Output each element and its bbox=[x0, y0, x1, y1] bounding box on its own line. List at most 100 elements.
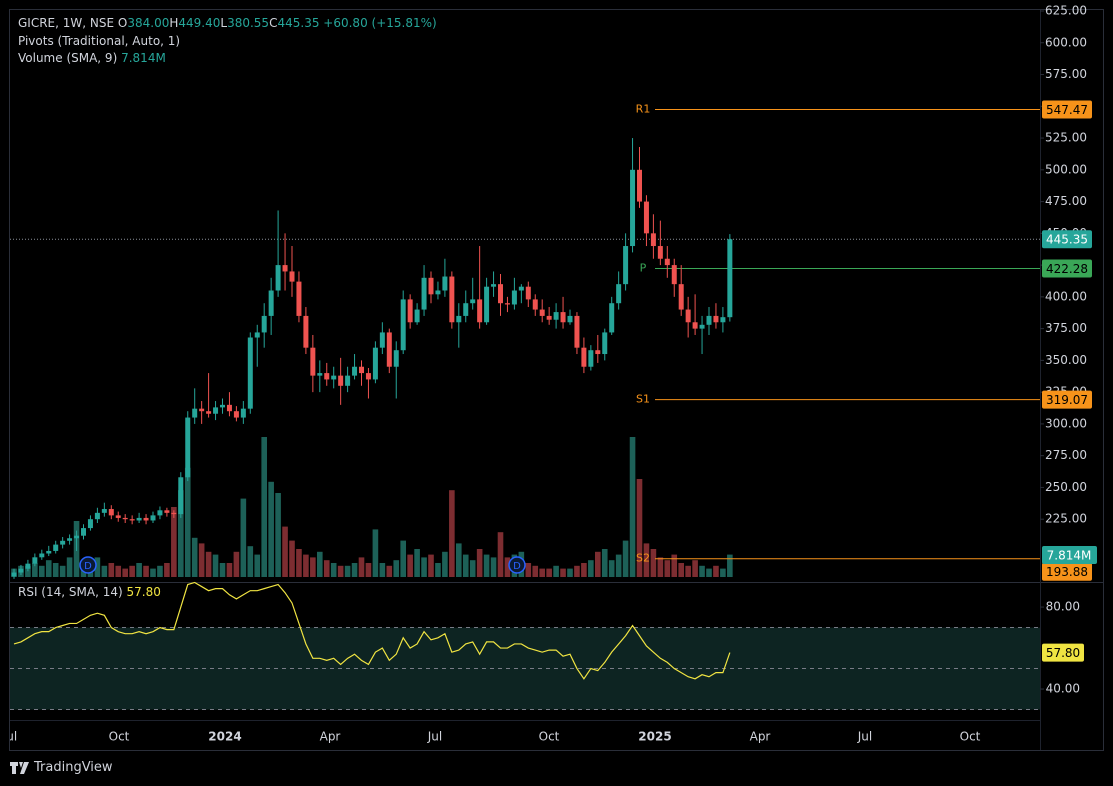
candle-body bbox=[331, 375, 337, 380]
candle-body bbox=[546, 315, 552, 320]
volume-bar bbox=[650, 549, 657, 577]
volume-bar bbox=[678, 563, 684, 577]
volume-bar bbox=[323, 560, 330, 577]
candle-body bbox=[428, 277, 434, 295]
volume-bar bbox=[317, 551, 323, 577]
volume-bar bbox=[622, 540, 629, 577]
candle-body bbox=[372, 347, 378, 380]
volume-bar bbox=[59, 565, 66, 577]
volume-bar bbox=[157, 565, 163, 577]
candle-body bbox=[150, 515, 156, 521]
volume-bar bbox=[442, 551, 448, 577]
field-value: 445.35 bbox=[277, 16, 320, 30]
branding[interactable]: TradingView bbox=[10, 760, 113, 775]
volume-bar bbox=[532, 565, 539, 577]
y-tick-label: 500.00 bbox=[1045, 162, 1087, 176]
candle-body bbox=[60, 540, 66, 545]
volume-bar bbox=[372, 529, 379, 577]
y-tick-label: 350.00 bbox=[1045, 353, 1087, 367]
candle-body bbox=[435, 290, 441, 295]
candle-body bbox=[630, 169, 636, 247]
candle-body bbox=[206, 411, 212, 414]
candle-body bbox=[247, 337, 253, 409]
pivot-tag-box bbox=[1042, 390, 1092, 409]
symbol-legend: GICRE, 1W, NSE O384.00H449.40L380.55C445… bbox=[18, 16, 437, 30]
candle-body bbox=[226, 404, 232, 412]
candle-body bbox=[477, 299, 483, 323]
candle-body bbox=[539, 309, 545, 316]
volume-legend[interactable]: Volume (SMA, 9) 7.814M bbox=[18, 51, 166, 65]
pivot-tag-box bbox=[1042, 100, 1092, 119]
rsi-legend[interactable]: RSI (14, SMA, 14) 57.80 bbox=[18, 585, 161, 599]
volume-bar bbox=[254, 554, 261, 577]
volume-bar bbox=[601, 549, 608, 577]
pivot-tag: 547.47 bbox=[1046, 103, 1088, 117]
candle-body bbox=[220, 404, 225, 408]
volume-bar bbox=[720, 568, 726, 577]
volume-bar bbox=[233, 551, 240, 577]
y-tick-label: 575.00 bbox=[1045, 67, 1087, 81]
y-tick-label: 600.00 bbox=[1045, 35, 1087, 49]
volume-bar bbox=[539, 568, 545, 577]
pivot-tag: 319.07 bbox=[1046, 393, 1088, 407]
volume-bar bbox=[428, 554, 434, 577]
candle-body bbox=[164, 510, 170, 513]
volume-tag-box bbox=[1042, 546, 1097, 564]
candle-body bbox=[400, 299, 406, 351]
candle-body bbox=[87, 519, 93, 529]
volume-bar bbox=[268, 481, 274, 577]
volume-bar bbox=[553, 565, 559, 577]
x-tick-label: Oct bbox=[539, 730, 560, 744]
volume-bar bbox=[143, 565, 149, 577]
pivots-legend[interactable]: Pivots (Traditional, Auto, 1) bbox=[18, 34, 181, 48]
event-marker bbox=[508, 556, 526, 574]
volume-bar bbox=[344, 565, 351, 577]
candle-body bbox=[345, 375, 351, 386]
candle-body bbox=[504, 303, 510, 305]
candle-body bbox=[268, 290, 274, 316]
candle-body bbox=[637, 169, 642, 202]
x-tick-label: 2025 bbox=[638, 730, 671, 744]
candle-body bbox=[623, 246, 629, 285]
volume-bar bbox=[379, 563, 386, 577]
volume-bar bbox=[435, 563, 441, 577]
volume-bar bbox=[449, 490, 455, 577]
candle-body bbox=[713, 315, 719, 323]
candle-body bbox=[81, 528, 86, 536]
candle-body bbox=[94, 512, 100, 520]
candle-body bbox=[282, 265, 288, 272]
volume-bar bbox=[136, 563, 142, 577]
x-tick-label: 2024 bbox=[208, 730, 241, 744]
volume-bar bbox=[643, 543, 650, 577]
pivot-name: P bbox=[640, 262, 647, 275]
candle-body bbox=[532, 299, 538, 310]
candle-body bbox=[650, 233, 656, 247]
candle-body bbox=[352, 366, 358, 376]
volume-bar bbox=[358, 557, 365, 577]
x-tick-label: Jul bbox=[857, 730, 872, 744]
candle-body bbox=[115, 515, 121, 518]
candle-body bbox=[11, 572, 17, 577]
candle-body bbox=[664, 258, 670, 266]
volume-bar bbox=[219, 563, 226, 577]
candle-body bbox=[449, 276, 455, 323]
field-key: L bbox=[220, 16, 228, 30]
rsi-line bbox=[13, 581, 731, 680]
pivot-tag: 422.28 bbox=[1046, 262, 1088, 276]
x-tick-label: Apr bbox=[750, 730, 771, 744]
candle-body bbox=[470, 299, 476, 304]
pivot-tag-box bbox=[1042, 259, 1092, 278]
volume-bar bbox=[310, 557, 316, 577]
volume-bar bbox=[608, 560, 615, 577]
candle-body bbox=[108, 509, 114, 516]
y-tick-label: 225.00 bbox=[1045, 512, 1087, 526]
pivot-tag: 193.88 bbox=[1046, 565, 1088, 579]
candle-body bbox=[602, 332, 608, 355]
candle-body bbox=[275, 265, 281, 291]
candle-body bbox=[498, 284, 503, 304]
volume-bar bbox=[101, 565, 108, 577]
volume-bar bbox=[421, 557, 427, 577]
volume-bar bbox=[476, 549, 483, 577]
candle-body bbox=[484, 286, 490, 323]
